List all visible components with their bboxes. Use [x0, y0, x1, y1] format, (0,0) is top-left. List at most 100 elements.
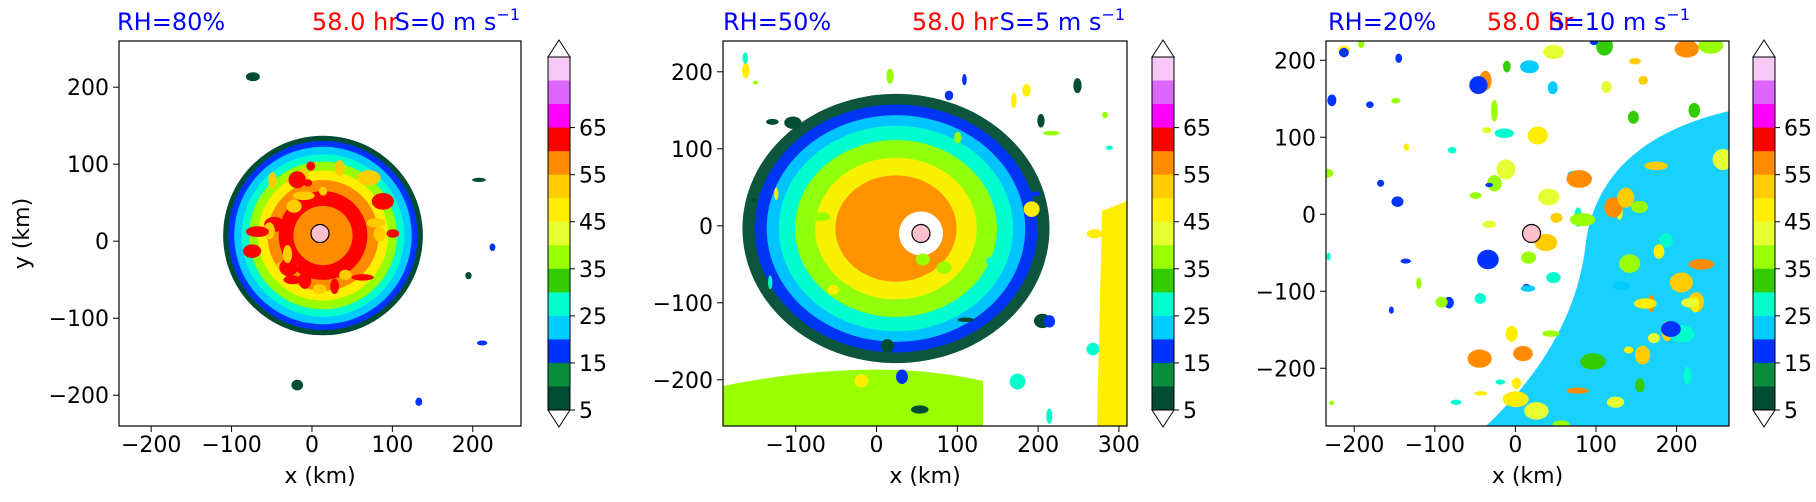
colorbar-segment	[1152, 221, 1174, 246]
title-shear: S=5 m s−1	[1000, 5, 1125, 36]
reflectivity-cell	[1043, 130, 1060, 136]
colorbar-tick-label: 35	[579, 258, 607, 283]
reflectivity-cell	[1043, 315, 1056, 328]
reflectivity-cell	[1543, 44, 1564, 60]
reflectivity-cell	[910, 405, 929, 414]
reflectivity-cell	[1635, 378, 1645, 393]
colorbar-segment	[548, 57, 570, 82]
reflectivity-cell	[298, 271, 312, 289]
colorbar-tick-label: 55	[1784, 164, 1812, 189]
reflectivity-cell	[1435, 296, 1448, 308]
title-shear-text: S=10 m s	[1549, 8, 1666, 36]
reflectivity-cell	[1647, 333, 1660, 344]
reflectivity-cell	[1669, 272, 1693, 293]
rainband	[1486, 111, 1729, 426]
reflectivity-cell	[282, 245, 293, 264]
reflectivity-cell	[985, 256, 995, 266]
colorbar-segment	[1152, 80, 1174, 105]
reflectivity-cell	[1503, 60, 1511, 73]
reflectivity-cell	[1502, 391, 1529, 408]
colorbar-segment	[548, 198, 570, 223]
colorbar-tick-label: 35	[1784, 258, 1812, 283]
reflectivity-cell	[291, 379, 304, 391]
x-tick-label: 200	[1656, 433, 1698, 458]
reflectivity-cell	[283, 275, 302, 285]
y-tick-label: 200	[671, 61, 713, 86]
reflectivity-cell	[880, 339, 894, 353]
reflectivity-cell	[957, 317, 975, 322]
reflectivity-cell	[1511, 377, 1522, 390]
reflectivity-cell	[334, 160, 345, 177]
reflectivity-cell	[995, 204, 1006, 212]
colorbar-frame	[1151, 56, 1175, 411]
reflectivity-cell	[1494, 128, 1514, 139]
reflectivity-cell	[373, 226, 386, 242]
title-shear-exponent: −1	[496, 5, 520, 24]
colorbar-extend-top	[1752, 39, 1776, 58]
reflectivity-cell	[1391, 97, 1401, 104]
reflectivity-cell	[1633, 298, 1657, 309]
reflectivity-cell	[1604, 197, 1623, 218]
colorbar-segment	[548, 127, 570, 152]
y-tick-label: 200	[1274, 49, 1316, 74]
colorbar-segment	[1152, 174, 1174, 199]
x-tick-label: 0	[1508, 433, 1522, 458]
reflectivity-cell	[1712, 148, 1729, 170]
colorbar-tick-label: 15	[1183, 352, 1211, 377]
reflectivity-cell	[1566, 387, 1589, 394]
x-tick-label: 0	[870, 433, 884, 458]
reflectivity-cell	[1688, 258, 1715, 270]
x-axis-label: x (km)	[889, 464, 960, 489]
title-time: 58.0 hr	[1487, 8, 1573, 36]
plot-frame	[722, 40, 1128, 427]
reflectivity-cell	[1395, 53, 1403, 63]
colorbar-segment	[548, 104, 570, 129]
reflectivity-cell	[752, 80, 759, 85]
colorbar-segment	[1152, 315, 1174, 340]
reflectivity-cell	[1450, 399, 1462, 405]
panel-2: −100 0 100 200 300 −200 −100 0 100 200 x (km) RH=50…	[653, 5, 1211, 489]
reflectivity-cell	[465, 272, 472, 280]
colorbar-segment	[548, 221, 570, 246]
storm-center-marker	[310, 223, 330, 244]
reflectivity-cell	[268, 172, 277, 189]
reflectivity-cell	[896, 369, 908, 384]
reflectivity-cell	[1550, 212, 1563, 223]
reflectivity-cell	[245, 72, 260, 82]
rainband	[723, 369, 983, 426]
reflectivity-cell	[1520, 60, 1539, 74]
colorbar-extend-bottom	[547, 409, 571, 428]
reflectivity-cell	[962, 73, 967, 86]
reflectivity-cell	[1010, 92, 1017, 109]
reflectivity-cell	[292, 191, 315, 201]
reflectivity-cell	[263, 222, 275, 240]
reflectivity-cell	[1634, 345, 1651, 365]
colorbar-segment	[1753, 386, 1775, 411]
title-rh: RH=80%	[117, 8, 225, 36]
reflectivity-cell	[245, 226, 269, 238]
colorbar-segment	[1753, 245, 1775, 270]
reflectivity-cell	[812, 212, 831, 222]
x-tick-label: 100	[1575, 433, 1617, 458]
colorbar-segment	[1753, 104, 1775, 129]
title-shear-text: S=5 m s	[1000, 8, 1102, 36]
reflectivity-cell	[1684, 366, 1691, 385]
colorbar-segment	[1753, 362, 1775, 387]
reflectivity-cell	[749, 198, 758, 203]
reflectivity-cell	[1400, 258, 1411, 264]
reflectivity-cell	[472, 177, 486, 183]
reflectivity-cell	[827, 285, 840, 295]
colorbar-segment	[548, 80, 570, 105]
reflectivity-cell	[944, 90, 954, 101]
x-tick-label: 200	[452, 433, 494, 458]
colorbar-frame	[1752, 56, 1776, 411]
y-tick-label: −200	[653, 369, 713, 394]
reflectivity-cell	[766, 118, 779, 125]
colorbar-segment	[1152, 57, 1174, 82]
y-axis-label: y (km)	[10, 198, 35, 269]
reflectivity-cell	[1552, 420, 1570, 426]
storm-center-marker	[911, 223, 931, 244]
colorbar-segment	[548, 292, 570, 317]
reflectivity-cell	[288, 171, 306, 189]
reflectivity-cell	[341, 208, 358, 215]
